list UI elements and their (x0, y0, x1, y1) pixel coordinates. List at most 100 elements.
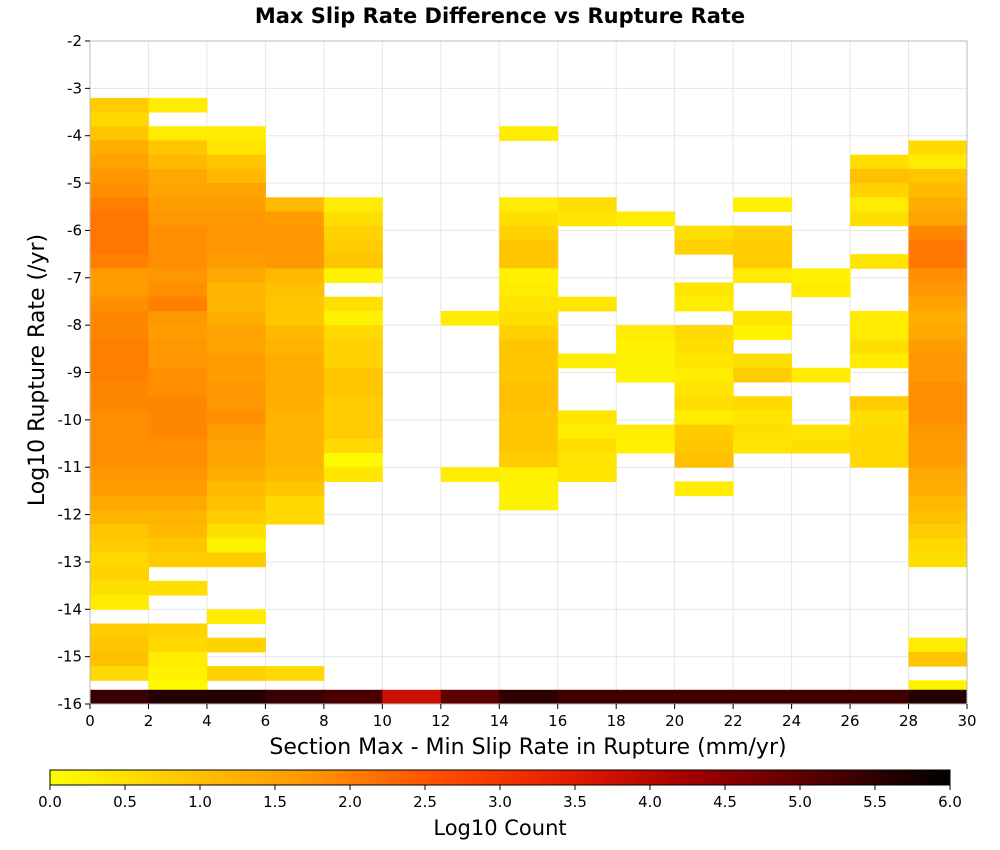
heatmap-cell (206, 410, 266, 426)
heatmap-cell (206, 310, 266, 326)
heatmap-cell (90, 325, 149, 340)
heatmap-cell (674, 367, 734, 383)
heatmap-cell (265, 381, 325, 397)
heatmap-cell (265, 367, 325, 383)
heatmap-cell (850, 453, 910, 468)
heatmap-cell (908, 396, 968, 411)
heatmap-cell (908, 424, 968, 440)
heatmap-cell (90, 566, 149, 582)
heatmap-cell (265, 396, 325, 411)
heatmap-cell (206, 154, 266, 170)
heatmap-cell (206, 126, 266, 141)
heatmap-cell (148, 453, 208, 468)
heatmap-cell (265, 310, 325, 326)
x-tick-label: 26 (841, 712, 860, 730)
heatmap-cell (323, 410, 383, 426)
heatmap-cell (90, 211, 149, 227)
heatmap-cell (850, 154, 910, 170)
heatmap-cell (90, 538, 149, 553)
heatmap-cell (908, 268, 968, 284)
heatmap-cell (148, 310, 208, 326)
heatmap-cell (850, 339, 910, 355)
heatmap-cell (791, 367, 851, 383)
heatmap-cell (265, 666, 325, 681)
heatmap-cell (148, 211, 208, 227)
heatmap-cell (148, 467, 208, 482)
heatmap-cell (90, 595, 149, 610)
heatmap-cell (733, 239, 793, 255)
heatmap-cell (499, 296, 559, 312)
heatmap-cell (499, 225, 559, 241)
heatmap-cell (557, 424, 617, 440)
heatmap-cell (90, 112, 149, 127)
heatmap-cell (616, 367, 676, 383)
heatmap-cell (674, 424, 734, 440)
heatmap-cell (90, 353, 149, 369)
heatmap-cell (908, 524, 968, 539)
heatmap-cell (323, 225, 383, 241)
heatmap-cell (265, 509, 325, 525)
heatmap-cell (733, 424, 793, 440)
heatmap-cell (90, 310, 149, 326)
colorbar-tick-label: 3.0 (488, 793, 512, 811)
heatmap-cell (90, 580, 149, 596)
heatmap-cell (90, 183, 149, 198)
heatmap-cell (733, 197, 793, 212)
heatmap-cell (90, 524, 149, 539)
x-tick-label: 28 (899, 712, 918, 730)
heatmap-cell (148, 239, 208, 255)
heatmap-cell (206, 424, 266, 440)
heatmap-cell (908, 552, 968, 568)
heatmap-cell (206, 325, 266, 340)
heatmap-cell (206, 239, 266, 255)
colorbar-tick-label: 0.5 (113, 793, 137, 811)
heatmap-cell (323, 353, 383, 369)
heatmap-cell (206, 467, 266, 482)
heatmap-cell (850, 424, 910, 440)
heatmap-cell (908, 381, 968, 397)
heatmap-cell (557, 211, 617, 227)
heatmap-cell (206, 296, 266, 312)
heatmap-cell (791, 438, 851, 454)
x-tick-label: 22 (724, 712, 743, 730)
heatmap-cell (850, 325, 910, 340)
heatmap-cell (908, 254, 968, 269)
heatmap-cell (90, 225, 149, 241)
heatmap-cell (148, 268, 208, 284)
heatmap-cell (557, 296, 617, 312)
heatmap-cell (616, 339, 676, 355)
heatmap-cell (148, 126, 208, 141)
heatmap-cell (791, 689, 851, 705)
y-tick-label: -6 (67, 221, 82, 239)
x-tick-label: 8 (319, 712, 329, 730)
colorbar-tick-label: 5.5 (863, 793, 887, 811)
heatmap-cell (206, 538, 266, 553)
heatmap-cell (616, 438, 676, 454)
heatmap-cell (674, 438, 734, 454)
heatmap-cell (90, 268, 149, 284)
heatmap-cell (90, 239, 149, 255)
heatmap-cell (674, 481, 734, 497)
y-tick-label: -9 (67, 364, 82, 382)
colorbar-gradient (49, 769, 951, 786)
heatmap-cell (674, 225, 734, 241)
heatmap-cell (265, 689, 325, 705)
heatmap-cell (90, 438, 149, 454)
heatmap-cell (90, 424, 149, 440)
heatmap-cell (265, 410, 325, 426)
heatmap-cell (499, 367, 559, 383)
x-axis-ticks: 0 2 4 6 8 10 12 14 16 18 20 22 24 26 28 30 (85, 704, 977, 730)
heatmap-cell (265, 495, 325, 511)
heatmap-cell (850, 396, 910, 411)
heatmap-cell (557, 453, 617, 468)
heatmap-cell (674, 339, 734, 355)
x-tick-label: 10 (373, 712, 392, 730)
heatmap-cell (499, 424, 559, 440)
heatmap-cell (908, 154, 968, 170)
heatmap-cell (440, 689, 500, 705)
heatmap-cell (148, 396, 208, 411)
heatmap-cell (148, 538, 208, 553)
heatmap-cell (791, 268, 851, 284)
colorbar-tick-label: 2.5 (413, 793, 437, 811)
heatmap-cell (908, 296, 968, 312)
